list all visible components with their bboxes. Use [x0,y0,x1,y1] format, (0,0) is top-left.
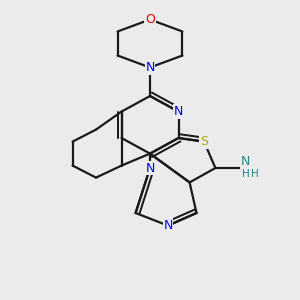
Text: H: H [242,169,249,179]
Text: N: N [145,61,155,74]
Text: N: N [163,219,173,232]
Text: N: N [174,105,183,118]
Text: N: N [241,155,250,168]
Text: N: N [145,161,155,175]
Text: H: H [251,169,259,179]
Text: S: S [200,135,208,148]
Text: O: O [145,13,155,26]
